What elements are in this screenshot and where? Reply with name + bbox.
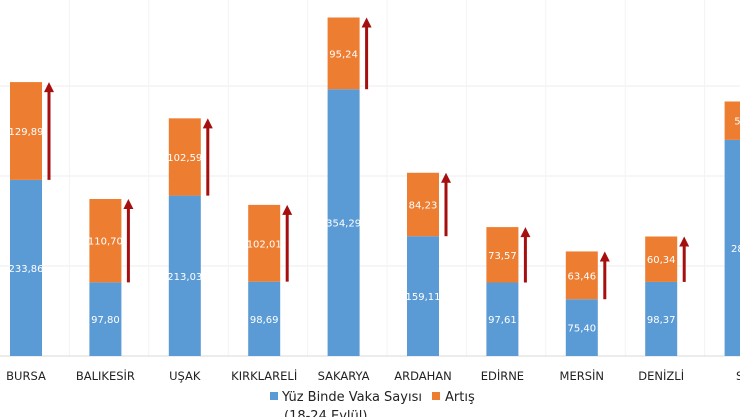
data-label-artis: 60,34 [647,255,676,266]
bar-vaka [486,282,519,356]
data-label-artis: 110,70 [88,237,123,248]
legend-label-vaka-line2: (18-24 Eylül) [284,409,367,417]
data-label-artis: 63,46 [567,271,596,282]
bar-artis [248,204,281,282]
increase-arrow-head [202,118,213,129]
bar-vaka [10,179,42,356]
bar-artis [645,236,678,282]
data-label-vaka: 287 [731,244,740,255]
data-label-vaka: 354,29 [326,219,361,230]
category-label: KIRKLARELİ [231,368,297,383]
data-label-artis: 102,01 [247,239,282,250]
data-label-vaka: 75,40 [567,324,596,335]
data-label-vaka: 97,61 [488,315,517,326]
bar-artis [168,118,201,196]
data-label-artis: 84,23 [409,200,438,211]
category-label: SAM [736,369,740,383]
category-label: BURSA [6,369,46,383]
category-label: BALIKESİR [76,368,135,383]
bar-vaka [248,281,281,356]
bar-vaka [724,139,740,356]
category-label: EDİRNE [481,368,524,383]
data-label-artis: 102,59 [167,153,202,164]
data-label-artis: 50 [734,117,740,128]
bar-artis [565,251,598,300]
increase-arrow-head [599,251,610,262]
increase-arrow-head [441,172,451,183]
bar-vaka [168,195,201,356]
data-label-vaka: 98,69 [250,315,279,326]
data-label-vaka: 159,11 [406,292,441,303]
data-label-artis: 129,89 [9,127,44,138]
grid [0,0,740,357]
bar-artis [10,82,42,180]
bar-artis [724,101,740,140]
increase-arrow-head [282,204,293,215]
category-label: ARDAHAN [394,369,452,383]
bar-artis [89,198,122,283]
bar-artis [327,17,360,90]
increase-arrow-head [679,236,690,247]
data-label-artis: 73,57 [488,251,517,262]
bar-vaka [565,299,598,356]
bar-vaka [407,236,439,356]
bar-vaka [89,282,122,356]
bar-vaka [327,89,360,356]
category-label: DENİZLİ [638,368,684,383]
data-label-vaka: 213,03 [167,272,202,283]
data-label-vaka: 233,86 [9,264,44,275]
category-label: MERSİN [560,368,604,383]
legend-swatch-vaka [270,392,278,400]
legend-swatch-artis [432,392,440,400]
bar-artis [407,172,439,237]
increase-arrow-head [361,17,372,28]
category-labels: BURSA BALIKESİR UŞAK KIRKLARELİ SAKARYA ARDAH… [6,368,740,383]
data-label-artis: 95,24 [329,49,358,60]
legend: Yüz Binde Vaka Sayısı (18-24 Eylül) Artı… [270,390,475,417]
legend-label-artis: Artış [445,390,475,405]
increase-arrow-head [44,82,54,93]
bars: 233,86 129,89 97,80 110,70 213,03 102,59 98,69… [9,17,740,356]
data-label-vaka: 98,37 [647,315,676,326]
increase-arrow-head [520,227,531,238]
increase-arrow-head [123,198,134,209]
category-label: UŞAK [169,369,201,383]
category-label: SAKARYA [318,369,370,383]
legend-label-vaka: Yüz Binde Vaka Sayısı [281,390,422,405]
bar-vaka [645,281,678,356]
bar-artis [486,227,519,283]
data-label-vaka: 97,80 [91,315,120,326]
